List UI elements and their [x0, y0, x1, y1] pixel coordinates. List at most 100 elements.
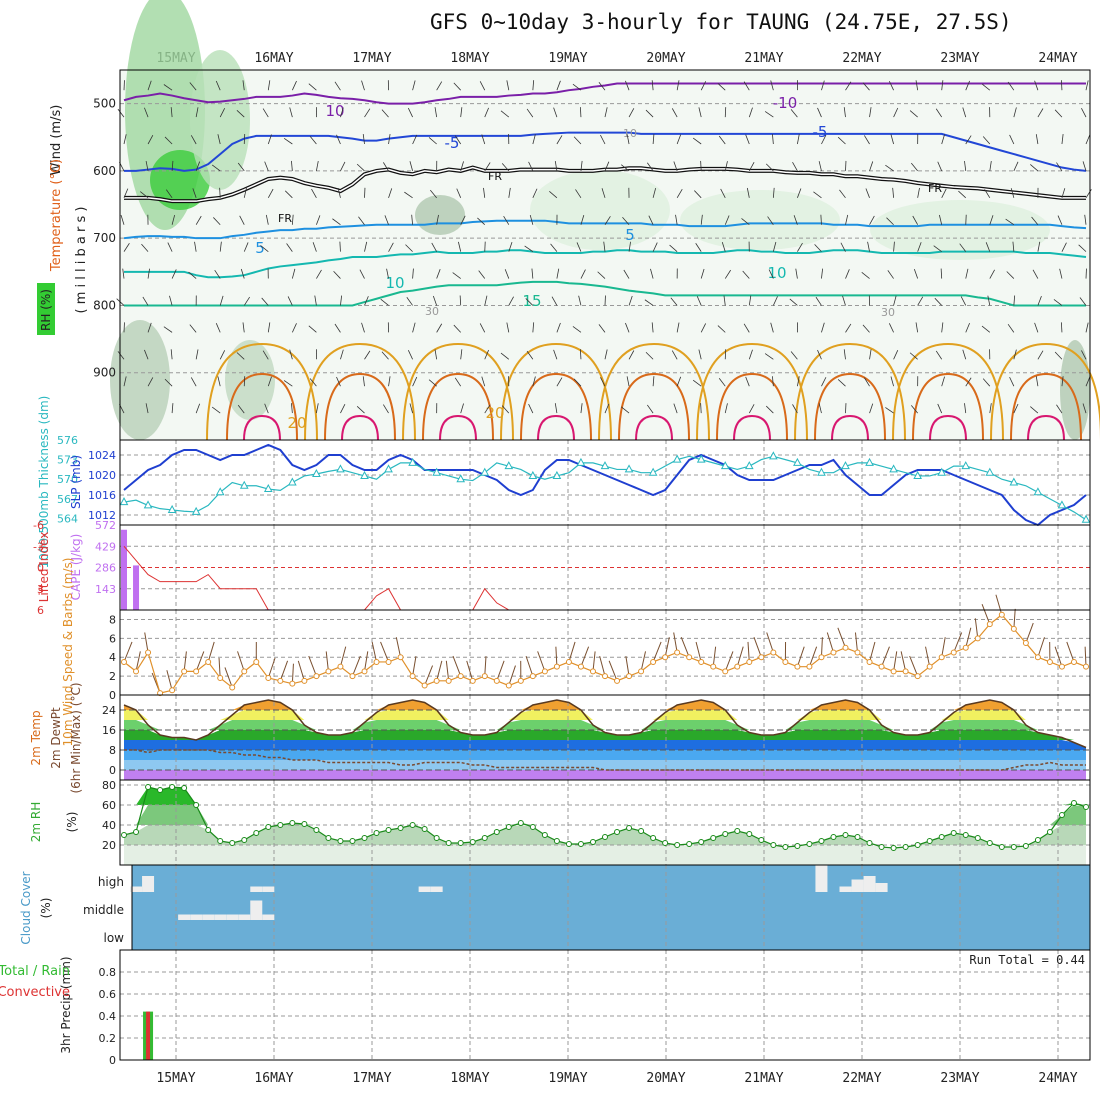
- wind-barb: [243, 296, 250, 306]
- thickness-marker: [648, 467, 658, 476]
- wind-barb-10m: [144, 632, 149, 653]
- wind-barb-10m: [753, 637, 762, 658]
- rh-marker: [962, 832, 969, 838]
- pressure-tick-label: 800: [93, 298, 116, 312]
- wind-speed-marker: [145, 649, 152, 656]
- cloud-background: [132, 865, 1090, 950]
- wind-tick-label: 8: [109, 613, 116, 626]
- rh-marker: [577, 841, 584, 847]
- thickness-marker: [336, 464, 345, 473]
- wind-barb: [770, 322, 774, 333]
- wind-barb-10m: [1084, 646, 1087, 667]
- wind-barb: [340, 403, 346, 414]
- wind-barb: [960, 296, 967, 306]
- cloud-bar: [863, 876, 876, 892]
- lifted-index-tick-label: -6: [33, 519, 44, 532]
- wind-barb: [840, 242, 846, 252]
- slp-tick-label: 1012: [88, 509, 116, 522]
- wind-speed-marker: [746, 658, 753, 665]
- wind-speed-marker: [205, 658, 212, 665]
- wind-barb: [941, 134, 945, 145]
- isotherm-line: [124, 131, 1087, 172]
- wind-barb: [359, 269, 365, 279]
- slp-tick-label: 1016: [88, 489, 116, 502]
- wind-barb: [989, 160, 992, 171]
- wind-barb: [481, 376, 486, 387]
- wind-barb: [767, 216, 774, 225]
- thickness-marker: [889, 464, 898, 473]
- wind-barb-10m: [881, 646, 890, 667]
- wind-tick-label: 4: [109, 651, 116, 664]
- wind-barb: [412, 322, 416, 333]
- wind-barb: [1030, 406, 1039, 414]
- rh-marker: [337, 838, 344, 844]
- wind-speed-marker: [193, 668, 200, 675]
- wind-barb: [503, 215, 510, 225]
- pressure-tick-label: 700: [93, 231, 116, 245]
- wind-barb: [147, 135, 154, 145]
- contour-label: -5: [445, 134, 460, 152]
- wind-barb: [192, 188, 197, 198]
- lifted-index-tick-label: 0: [37, 562, 44, 575]
- wind-barb-10m: [695, 641, 702, 663]
- wind-barb-10m: [424, 665, 434, 686]
- wind-tick-label: 2: [109, 670, 116, 683]
- wind-barb: [553, 107, 558, 118]
- wind-barb: [845, 323, 852, 333]
- wind-barb: [428, 379, 437, 387]
- wind-speed-marker: [1010, 625, 1017, 632]
- wind-barb: [147, 377, 154, 387]
- contour-label: 20: [287, 414, 306, 432]
- wind-barb: [1037, 241, 1041, 252]
- wind-barb: [388, 134, 391, 145]
- wind-barb: [743, 323, 750, 333]
- wind-barb: [217, 134, 221, 145]
- dewpoint-line: [124, 749, 1086, 771]
- wind-barb: [965, 268, 969, 279]
- wind-barb: [1037, 350, 1044, 360]
- wind-barb: [1054, 109, 1063, 118]
- wind-barb: [888, 80, 894, 91]
- contour-label: FR: [278, 212, 292, 225]
- wind-barb: [795, 268, 798, 279]
- wind-barb: [1060, 80, 1063, 91]
- wind-barb: [676, 322, 680, 333]
- wind-barb: [117, 108, 125, 118]
- wind-barb: [147, 322, 152, 333]
- day-label-bottom: 16MAY: [254, 1071, 293, 1086]
- wind-barb: [431, 242, 437, 252]
- wind-speed-marker: [734, 663, 741, 670]
- contour-label: 10: [385, 274, 404, 292]
- thickness-marker: [504, 461, 514, 470]
- wind-barb: [508, 296, 514, 306]
- wind-barb: [432, 295, 438, 306]
- wind-speed-marker: [614, 677, 621, 684]
- wind-barb: [939, 214, 943, 225]
- wind-speed-marker: [782, 658, 789, 665]
- rh-marker: [914, 842, 921, 848]
- wind-barb: [965, 377, 972, 387]
- wind-speed-marker: [1046, 658, 1053, 665]
- rh-marker: [181, 785, 188, 791]
- cloud-axis-label: Cloud Cover: [19, 871, 33, 944]
- wind-barb-10m: [820, 637, 823, 658]
- warm-contour: [598, 342, 710, 441]
- rh-marker: [505, 824, 512, 830]
- thickness-marker: [167, 504, 177, 513]
- rh-marker: [433, 835, 440, 841]
- warm-contour: [929, 414, 967, 441]
- wind-barb-10m: [652, 641, 662, 663]
- rh-marker: [493, 829, 500, 835]
- wind-barb: [189, 82, 197, 91]
- rh-marker: [145, 784, 152, 790]
- wind-barb-10m: [900, 651, 907, 672]
- wind-barb-10m: [452, 655, 462, 677]
- wind-barb: [291, 80, 297, 91]
- warm-contour: [206, 342, 318, 441]
- wind-barb: [724, 215, 730, 225]
- wind-speed-marker: [253, 658, 260, 665]
- wind-barb: [339, 241, 341, 252]
- rh-marker: [229, 840, 236, 846]
- rh-marker: [986, 840, 993, 846]
- temperature-band: [124, 740, 1086, 750]
